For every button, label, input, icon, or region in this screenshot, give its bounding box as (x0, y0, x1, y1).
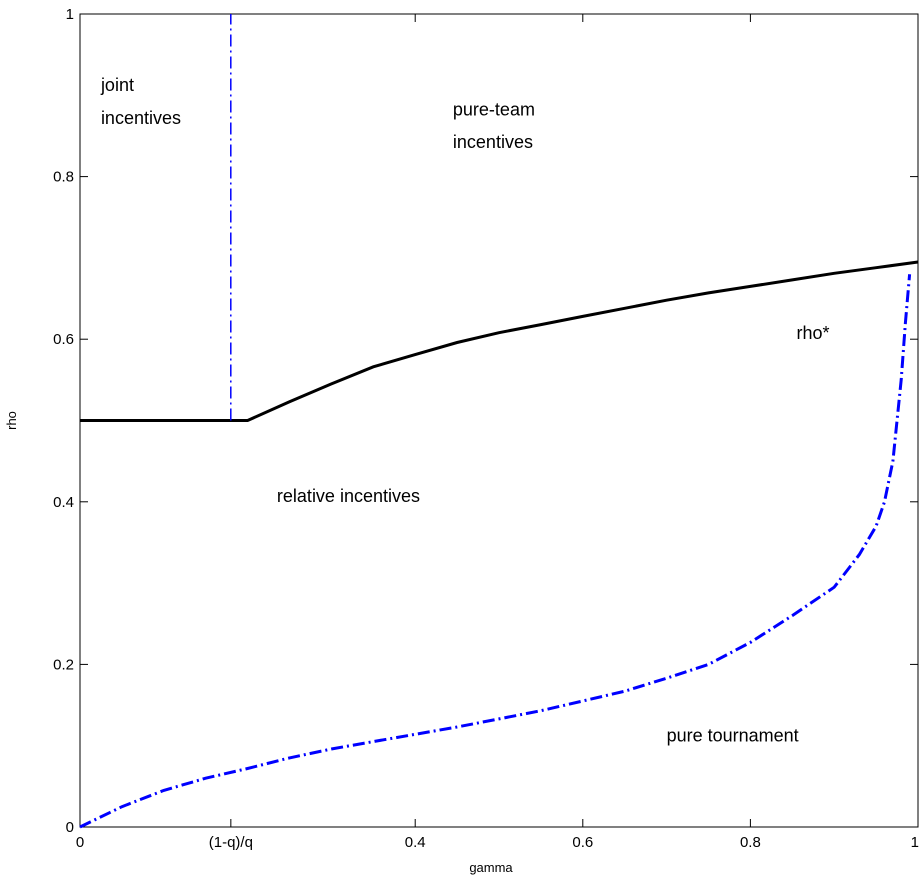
y-axis: 0 0.2 0.4 0.6 0.8 1 (53, 6, 918, 836)
x-axis-title: gamma (469, 860, 513, 875)
y-tick-label: 1 (66, 6, 74, 23)
x-tick-label: 0 (76, 834, 84, 851)
region-label: incentives (453, 132, 533, 152)
x-tick-label: 0.4 (405, 834, 426, 851)
y-axis-title: rho (4, 411, 19, 430)
region-label: joint (100, 75, 134, 95)
y-tick-label: 0.4 (53, 494, 74, 511)
x-tick-label: 0.8 (740, 834, 761, 851)
series-line-3 (79, 274, 912, 829)
series-layer (79, 14, 919, 829)
region-label: incentives (101, 108, 181, 128)
y-tick-label: 0.2 (53, 656, 74, 673)
y-tick-label: 0 (66, 819, 74, 836)
y-tick-label: 0.6 (53, 331, 74, 348)
x-axis: 0 (1-q)/q 0.4 0.6 0.8 1 (76, 14, 919, 851)
region-label: pure tournament (667, 726, 799, 746)
region-labels: joint incentives pure-team incentives rho* re… (100, 75, 830, 745)
y-tick-label: 0.8 (53, 169, 74, 186)
region-label: rho* (796, 323, 829, 343)
x-tick-label: 1 (911, 834, 919, 851)
region-label: relative incentives (277, 486, 420, 506)
series-line-1 (80, 260, 919, 422)
region-label: pure-team (453, 100, 535, 120)
x-tick-label: 0.6 (572, 834, 593, 851)
x-tick-label: (1-q)/q (209, 834, 253, 851)
